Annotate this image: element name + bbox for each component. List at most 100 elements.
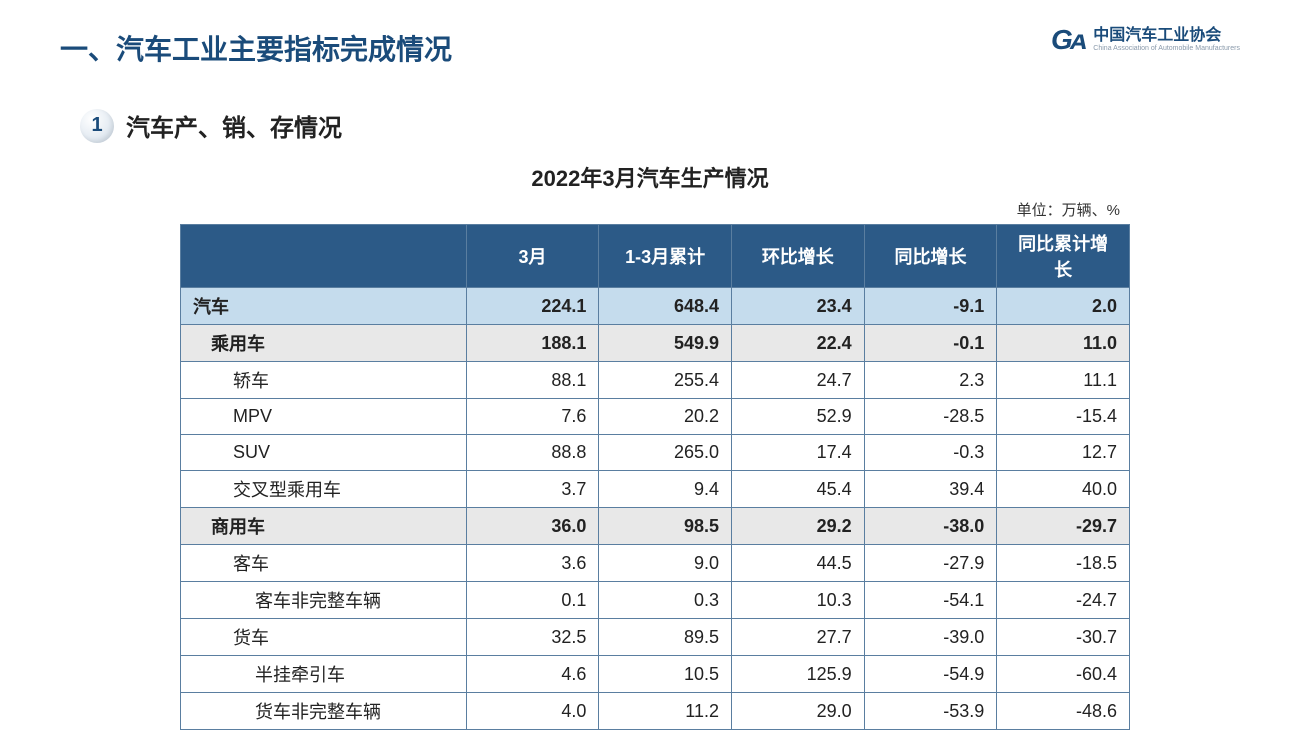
row-value: 39.4	[864, 471, 997, 508]
row-value: 27.7	[732, 619, 865, 656]
row-label: 货车非完整车辆	[181, 693, 467, 730]
row-value: 125.9	[732, 656, 865, 693]
row-value: -48.6	[997, 693, 1130, 730]
row-value: -30.7	[997, 619, 1130, 656]
logo: Gᴀ 中国汽车工业协会 China Association of Automob…	[1051, 24, 1240, 56]
row-label: 货车	[181, 619, 467, 656]
row-value: 11.2	[599, 693, 732, 730]
row-value: -9.1	[864, 288, 997, 325]
table-header-cell: 同比增长	[864, 225, 997, 288]
table-row: MPV7.620.252.9-28.5-15.4	[181, 399, 1130, 435]
logo-cn: 中国汽车工业协会	[1093, 27, 1240, 45]
row-label: 客车非完整车辆	[181, 582, 467, 619]
row-value: -24.7	[997, 582, 1130, 619]
row-value: 44.5	[732, 545, 865, 582]
table-container: 3月1-3月累计环比增长同比增长同比累计增长 汽车224.1648.423.4-…	[60, 224, 1240, 730]
row-label: 半挂牵引车	[181, 656, 467, 693]
row-value: 10.3	[732, 582, 865, 619]
row-value: 29.0	[732, 693, 865, 730]
row-value: 17.4	[732, 435, 865, 471]
row-value: 2.3	[864, 362, 997, 399]
row-value: 88.8	[466, 435, 599, 471]
row-value: 648.4	[599, 288, 732, 325]
row-value: -54.9	[864, 656, 997, 693]
unit-label: 单位：万辆、%	[60, 199, 1240, 220]
row-value: -0.3	[864, 435, 997, 471]
table-row: 半挂牵引车4.610.5125.9-54.9-60.4	[181, 656, 1130, 693]
row-label: MPV	[181, 399, 467, 435]
table-row: 货车非完整车辆4.011.229.0-53.9-48.6	[181, 693, 1130, 730]
row-value: 2.0	[997, 288, 1130, 325]
row-label: 交叉型乘用车	[181, 471, 467, 508]
table-head: 3月1-3月累计环比增长同比增长同比累计增长	[181, 225, 1130, 288]
row-label: SUV	[181, 435, 467, 471]
table-row: SUV88.8265.017.4-0.312.7	[181, 435, 1130, 471]
row-value: 88.1	[466, 362, 599, 399]
row-value: 20.2	[599, 399, 732, 435]
row-value: 549.9	[599, 325, 732, 362]
table-row: 轿车88.1255.424.72.311.1	[181, 362, 1130, 399]
row-value: 0.3	[599, 582, 732, 619]
row-value: -38.0	[864, 508, 997, 545]
row-value: 3.6	[466, 545, 599, 582]
table-row: 客车3.69.044.5-27.9-18.5	[181, 545, 1130, 582]
row-value: 32.5	[466, 619, 599, 656]
row-value: 98.5	[599, 508, 732, 545]
logo-text: 中国汽车工业协会 China Association of Automobile…	[1093, 27, 1240, 52]
row-value: 52.9	[732, 399, 865, 435]
table-header-cell: 3月	[466, 225, 599, 288]
row-value: -27.9	[864, 545, 997, 582]
row-value: -53.9	[864, 693, 997, 730]
row-value: 23.4	[732, 288, 865, 325]
row-value: -29.7	[997, 508, 1130, 545]
row-label: 汽车	[181, 288, 467, 325]
table-title: 2022年3月汽车生产情况	[60, 161, 1240, 193]
row-value: 45.4	[732, 471, 865, 508]
row-value: 188.1	[466, 325, 599, 362]
row-value: 11.0	[997, 325, 1130, 362]
row-value: 4.0	[466, 693, 599, 730]
table-body: 汽车224.1648.423.4-9.12.0乘用车188.1549.922.4…	[181, 288, 1130, 730]
section-header: 1 汽车产、销、存情况	[80, 108, 1240, 143]
row-value: -15.4	[997, 399, 1130, 435]
table-header-cell: 1-3月累计	[599, 225, 732, 288]
row-value: 9.4	[599, 471, 732, 508]
row-value: 40.0	[997, 471, 1130, 508]
production-table: 3月1-3月累计环比增长同比增长同比累计增长 汽车224.1648.423.4-…	[180, 224, 1130, 730]
row-value: -0.1	[864, 325, 997, 362]
table-row: 货车32.589.527.7-39.0-30.7	[181, 619, 1130, 656]
logo-mark-icon: Gᴀ	[1051, 24, 1085, 56]
table-header-cell: 环比增长	[732, 225, 865, 288]
row-value: -60.4	[997, 656, 1130, 693]
row-value: -39.0	[864, 619, 997, 656]
row-value: 4.6	[466, 656, 599, 693]
row-value: -54.1	[864, 582, 997, 619]
section-title: 汽车产、销、存情况	[126, 108, 342, 143]
row-value: 3.7	[466, 471, 599, 508]
logo-en: China Association of Automobile Manufact…	[1093, 45, 1240, 53]
table-header-row: 3月1-3月累计环比增长同比增长同比累计增长	[181, 225, 1130, 288]
page-title: 一、汽车工业主要指标完成情况	[60, 28, 452, 68]
header: 一、汽车工业主要指标完成情况 Gᴀ 中国汽车工业协会 China Associa…	[60, 20, 1240, 68]
row-value: 7.6	[466, 399, 599, 435]
row-label: 乘用车	[181, 325, 467, 362]
bullet-number-icon: 1	[80, 109, 114, 143]
row-value: 9.0	[599, 545, 732, 582]
row-label: 商用车	[181, 508, 467, 545]
row-value: 29.2	[732, 508, 865, 545]
row-value: 255.4	[599, 362, 732, 399]
row-value: -28.5	[864, 399, 997, 435]
row-value: 224.1	[466, 288, 599, 325]
row-value: 36.0	[466, 508, 599, 545]
row-value: 11.1	[997, 362, 1130, 399]
table-row: 客车非完整车辆0.10.310.3-54.1-24.7	[181, 582, 1130, 619]
table-row: 商用车36.098.529.2-38.0-29.7	[181, 508, 1130, 545]
row-value: 12.7	[997, 435, 1130, 471]
row-value: 265.0	[599, 435, 732, 471]
table-header-cell	[181, 225, 467, 288]
row-label: 轿车	[181, 362, 467, 399]
table-row: 乘用车188.1549.922.4-0.111.0	[181, 325, 1130, 362]
row-value: -18.5	[997, 545, 1130, 582]
row-value: 22.4	[732, 325, 865, 362]
row-value: 10.5	[599, 656, 732, 693]
